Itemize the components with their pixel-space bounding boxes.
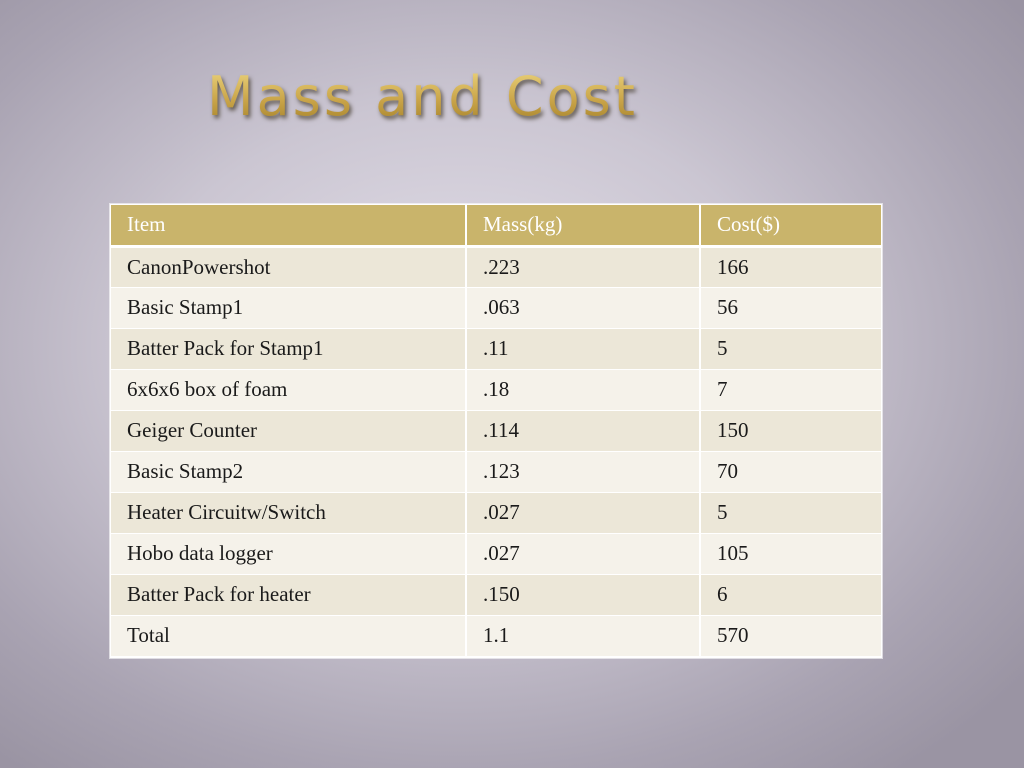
cell-cost: 7 (700, 369, 881, 411)
table-row-total: Total 1.1 570 (111, 615, 881, 657)
table-row: Batter Pack for Stamp1 .11 5 (111, 328, 881, 370)
header-item: Item (111, 205, 467, 248)
table-row: 6x6x6 box of foam .18 7 (111, 369, 881, 411)
cell-mass: .114 (466, 410, 701, 452)
table-row: Basic Stamp1 .063 56 (111, 287, 881, 329)
table-row: Batter Pack for heater .150 6 (111, 574, 881, 616)
cell-item: Hobo data logger (111, 533, 467, 575)
cell-mass: .150 (466, 574, 701, 616)
mass-cost-table-container: Item Mass(kg) Cost($) CanonPowershot .22… (110, 204, 882, 658)
cell-item: CanonPowershot (111, 246, 467, 288)
cell-item: Geiger Counter (111, 410, 467, 452)
mass-cost-table: Item Mass(kg) Cost($) CanonPowershot .22… (111, 205, 881, 657)
cell-cost: 166 (700, 246, 881, 288)
cell-mass: 1.1 (466, 615, 701, 657)
table-row: CanonPowershot .223 166 (111, 246, 881, 288)
cell-cost: 70 (700, 451, 881, 493)
header-mass: Mass(kg) (466, 205, 701, 248)
cell-item: Heater Circuitw/Switch (111, 492, 467, 534)
cell-cost: 105 (700, 533, 881, 575)
table-row: Heater Circuitw/Switch .027 5 (111, 492, 881, 534)
table-header-row: Item Mass(kg) Cost($) (111, 205, 881, 248)
cell-mass: .063 (466, 287, 701, 329)
cell-item: Basic Stamp2 (111, 451, 467, 493)
slide-title: Mass and Cost (207, 62, 638, 132)
cell-cost: 6 (700, 574, 881, 616)
cell-mass: .027 (466, 533, 701, 575)
cell-mass: .027 (466, 492, 701, 534)
cell-cost: 56 (700, 287, 881, 329)
cell-cost: 5 (700, 492, 881, 534)
table-row: Geiger Counter .114 150 (111, 410, 881, 452)
cell-item: Batter Pack for Stamp1 (111, 328, 467, 370)
cell-item: Total (111, 615, 467, 657)
cell-cost: 150 (700, 410, 881, 452)
header-cost: Cost($) (700, 205, 881, 248)
table-row: Basic Stamp2 .123 70 (111, 451, 881, 493)
cell-mass: .18 (466, 369, 701, 411)
cell-mass: .11 (466, 328, 701, 370)
cell-cost: 570 (700, 615, 881, 657)
cell-cost: 5 (700, 328, 881, 370)
cell-item: Batter Pack for heater (111, 574, 467, 616)
table-row: Hobo data logger .027 105 (111, 533, 881, 575)
cell-item: Basic Stamp1 (111, 287, 467, 329)
cell-mass: .223 (466, 246, 701, 288)
cell-item: 6x6x6 box of foam (111, 369, 467, 411)
cell-mass: .123 (466, 451, 701, 493)
